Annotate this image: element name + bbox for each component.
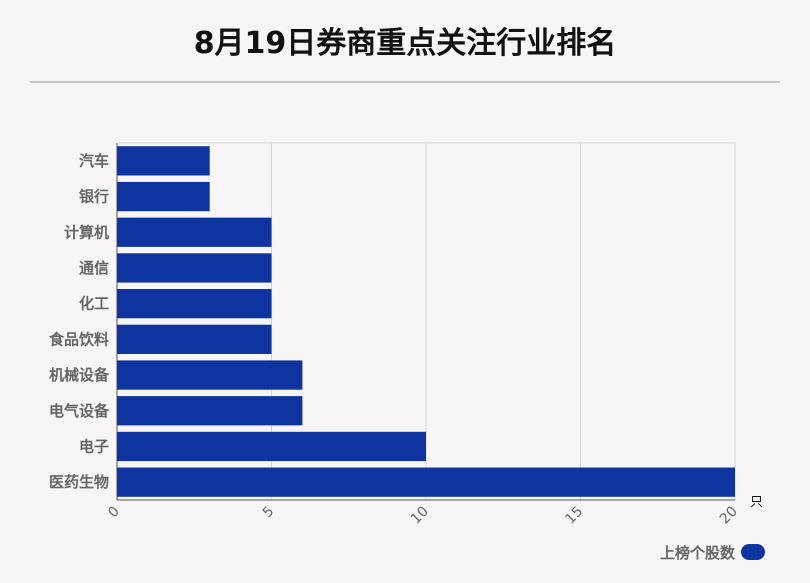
x-tick-label: 10 <box>408 504 432 528</box>
bar <box>117 289 272 319</box>
x-unit-label: 只 <box>750 495 763 510</box>
bar <box>117 360 303 390</box>
title-divider <box>30 81 780 83</box>
bar <box>117 396 303 426</box>
category-label: 银行 <box>79 188 109 206</box>
legend-swatch <box>741 544 766 560</box>
category-label: 电气设备 <box>49 402 110 420</box>
x-tick-label: 0 <box>105 504 123 522</box>
chart-title: 8月19日券商重点关注行业排名 <box>193 26 617 61</box>
bar <box>117 181 210 212</box>
x-tick-label: 20 <box>717 504 741 528</box>
category-label: 通信 <box>79 259 109 277</box>
category-label: 汽车 <box>79 152 109 170</box>
bar-layer <box>117 146 735 497</box>
x-tick-label: 15 <box>562 504 586 528</box>
category-label: 化工 <box>79 295 109 313</box>
legend-label: 上榜个股数 <box>660 543 736 562</box>
category-label: 计算机 <box>64 223 109 241</box>
bar <box>117 431 426 462</box>
category-label: 电子 <box>79 437 109 455</box>
tick-layer: 0 5 10 15 20 <box>105 504 741 528</box>
category-label: 医药生物 <box>49 473 109 491</box>
x-tick-label: 5 <box>260 504 278 522</box>
category-label: 食品饮料 <box>49 330 109 348</box>
bar <box>117 467 735 497</box>
bar <box>117 253 272 283</box>
bar <box>117 324 272 354</box>
bar <box>117 146 210 176</box>
legend: 上榜个股数 <box>660 540 766 564</box>
bar <box>117 217 272 247</box>
category-label: 机械设备 <box>49 366 110 384</box>
